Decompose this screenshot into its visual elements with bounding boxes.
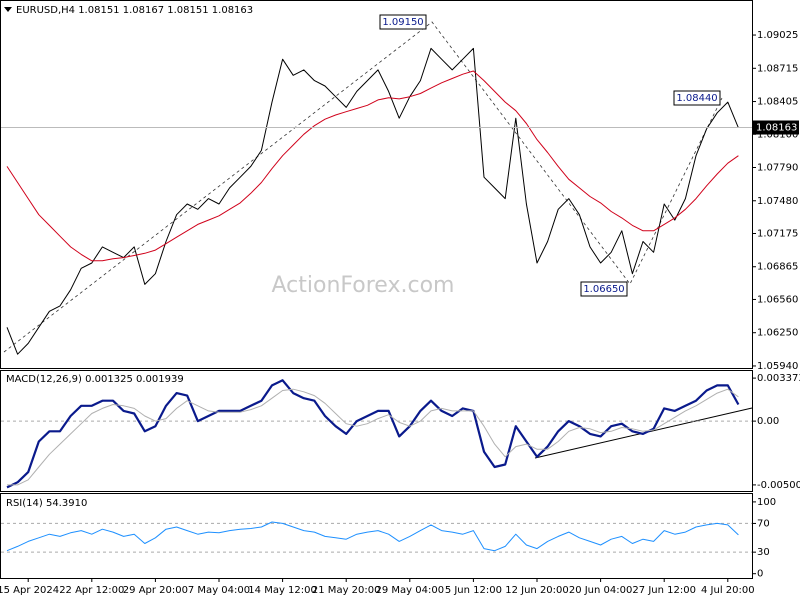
x-tick-label: 29 Apr 20:00 — [123, 585, 188, 596]
x-tick-label: 20 Jun 04:00 — [569, 585, 633, 596]
macd-title: MACD(12,26,9) 0.001325 0.001939 — [6, 374, 184, 385]
trend-line — [3, 21, 723, 353]
y-tick-label: 30 — [757, 547, 770, 558]
y-tick-label: 100 — [757, 497, 776, 508]
annotation-label: 1.09150 — [382, 17, 423, 28]
watermark: ActionForex.com — [272, 273, 455, 298]
annotation: 1.06650 — [580, 281, 628, 297]
annotation: 1.09150 — [379, 14, 427, 30]
series-line — [6, 521, 739, 552]
annotation-box — [673, 90, 721, 106]
current-price-box — [752, 120, 799, 135]
series-line — [6, 70, 739, 262]
y-tick-label: 70 — [757, 518, 770, 529]
rsi-pane — [0, 493, 753, 579]
annotation-label: 1.06650 — [583, 284, 624, 295]
current-price-label: 1.08163 — [756, 123, 797, 134]
y-tick-label: 1.07480 — [757, 196, 798, 207]
x-tick-label: 12 Jun 20:00 — [505, 585, 569, 596]
x-tick-label: 27 Jun 12:00 — [632, 585, 696, 596]
annotation: 1.08440 — [673, 90, 721, 106]
symbol-icon — [4, 7, 12, 12]
macd-pane — [0, 370, 753, 492]
price-pane — [0, 0, 753, 369]
x-tick-label: 21 May 20:00 — [312, 585, 381, 596]
x-tick-label: 5 Jun 12:00 — [445, 585, 502, 596]
y-tick-label: 1.09025 — [757, 30, 798, 41]
rsi-title: RSI(14) 54.3910 — [6, 498, 87, 509]
y-tick-label: 1.06865 — [757, 262, 798, 273]
series-line — [6, 47, 739, 355]
y-tick-label: 1.08405 — [757, 97, 798, 108]
annotation-box — [580, 281, 628, 297]
series-line — [6, 379, 740, 489]
x-tick-label: 4 Jul 20:00 — [701, 585, 755, 596]
y-tick-label: 0.00 — [757, 416, 779, 427]
y-tick-label: -0.005002 — [757, 480, 800, 491]
x-tick-label: 29 May 04:00 — [376, 585, 445, 596]
x-tick-label: 22 Apr 12:00 — [59, 585, 124, 596]
y-tick-label: 1.06560 — [757, 294, 798, 305]
x-tick-label: 15 Apr 2024 — [0, 585, 59, 596]
x-tick-label: 7 May 04:00 — [188, 585, 250, 596]
series-line — [7, 388, 739, 486]
annotation-box — [379, 14, 427, 30]
y-tick-label: 0.003373 — [757, 373, 800, 384]
y-tick-label: 1.05940 — [757, 361, 798, 372]
price-title: EURUSD,H4 1.08151 1.08167 1.08151 1.0816… — [16, 5, 253, 16]
y-tick-label: 1.07175 — [757, 228, 798, 239]
y-tick-label: 1.06250 — [757, 328, 798, 339]
x-tick-label: 14 May 12:00 — [248, 585, 317, 596]
y-tick-label: 1.08715 — [757, 63, 798, 74]
y-tick-label: 1.08100 — [757, 129, 798, 140]
y-tick-label: 1.07790 — [757, 163, 798, 174]
y-tick-label: 0 — [757, 569, 763, 580]
annotation-label: 1.08440 — [676, 93, 717, 104]
